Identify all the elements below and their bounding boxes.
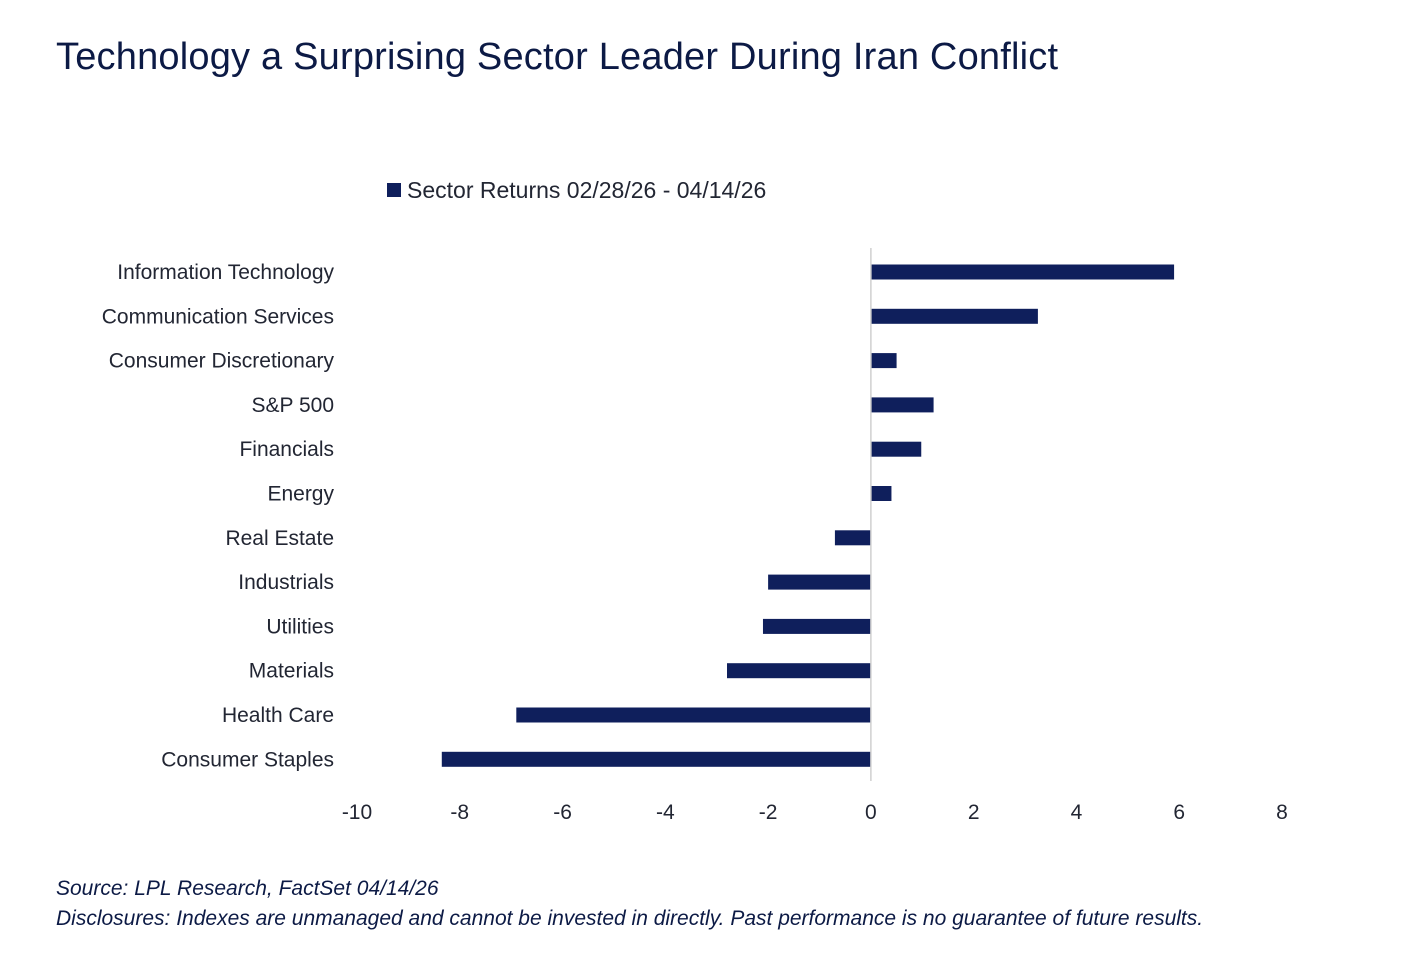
x-tick-label: 0	[865, 801, 877, 824]
x-tick-label: -2	[759, 801, 778, 824]
disclosures-note: Disclosures: Indexes are unmanaged and c…	[56, 907, 1204, 930]
source-note: Source: LPL Research, FactSet 04/14/26	[56, 877, 439, 900]
bar	[516, 707, 871, 723]
bar	[870, 353, 897, 369]
x-tick-label: -8	[450, 801, 469, 824]
legend: Sector Returns 02/28/26 - 04/14/26	[387, 177, 766, 203]
bar	[834, 530, 871, 546]
x-tick-label: 4	[1071, 801, 1083, 824]
category-label: Energy	[267, 483, 334, 506]
x-tick-label: 2	[968, 801, 980, 824]
bar	[762, 618, 871, 634]
bar	[870, 308, 1038, 324]
bar	[870, 397, 934, 413]
category-labels: Information Technology Communication Serv…	[102, 261, 335, 771]
bar	[870, 486, 892, 501]
legend-swatch	[387, 183, 401, 197]
x-axis-ticks: -10 -8 -6 -4 -2 0 2 4 6 8	[342, 801, 1288, 824]
bar	[768, 574, 871, 590]
x-tick-label: -6	[553, 801, 572, 824]
x-tick-label: 8	[1276, 801, 1288, 824]
category-label: Communication Services	[102, 305, 334, 328]
bar	[441, 751, 871, 767]
x-tick-label: 6	[1173, 801, 1185, 824]
bar-series	[441, 264, 1175, 767]
category-label: Information Technology	[117, 261, 334, 284]
category-label: S&P 500	[251, 394, 334, 417]
category-label: Utilities	[266, 615, 334, 638]
category-label: Consumer Staples	[161, 748, 334, 771]
category-label: Real Estate	[225, 527, 334, 550]
category-label: Health Care	[222, 704, 334, 727]
category-label: Financials	[239, 438, 334, 461]
category-label: Consumer Discretionary	[109, 350, 335, 373]
legend-label: Sector Returns 02/28/26 - 04/14/26	[407, 177, 766, 203]
chart-title: Technology a Surprising Sector Leader Du…	[56, 36, 1059, 78]
category-label: Industrials	[238, 571, 334, 594]
bar	[870, 264, 1175, 280]
category-label: Materials	[249, 660, 334, 683]
bar	[727, 663, 871, 679]
x-tick-label: -4	[656, 801, 675, 824]
footer: Source: LPL Research, FactSet 04/14/26 D…	[56, 874, 1203, 934]
bar	[870, 441, 922, 457]
x-tick-label: -10	[342, 801, 372, 824]
